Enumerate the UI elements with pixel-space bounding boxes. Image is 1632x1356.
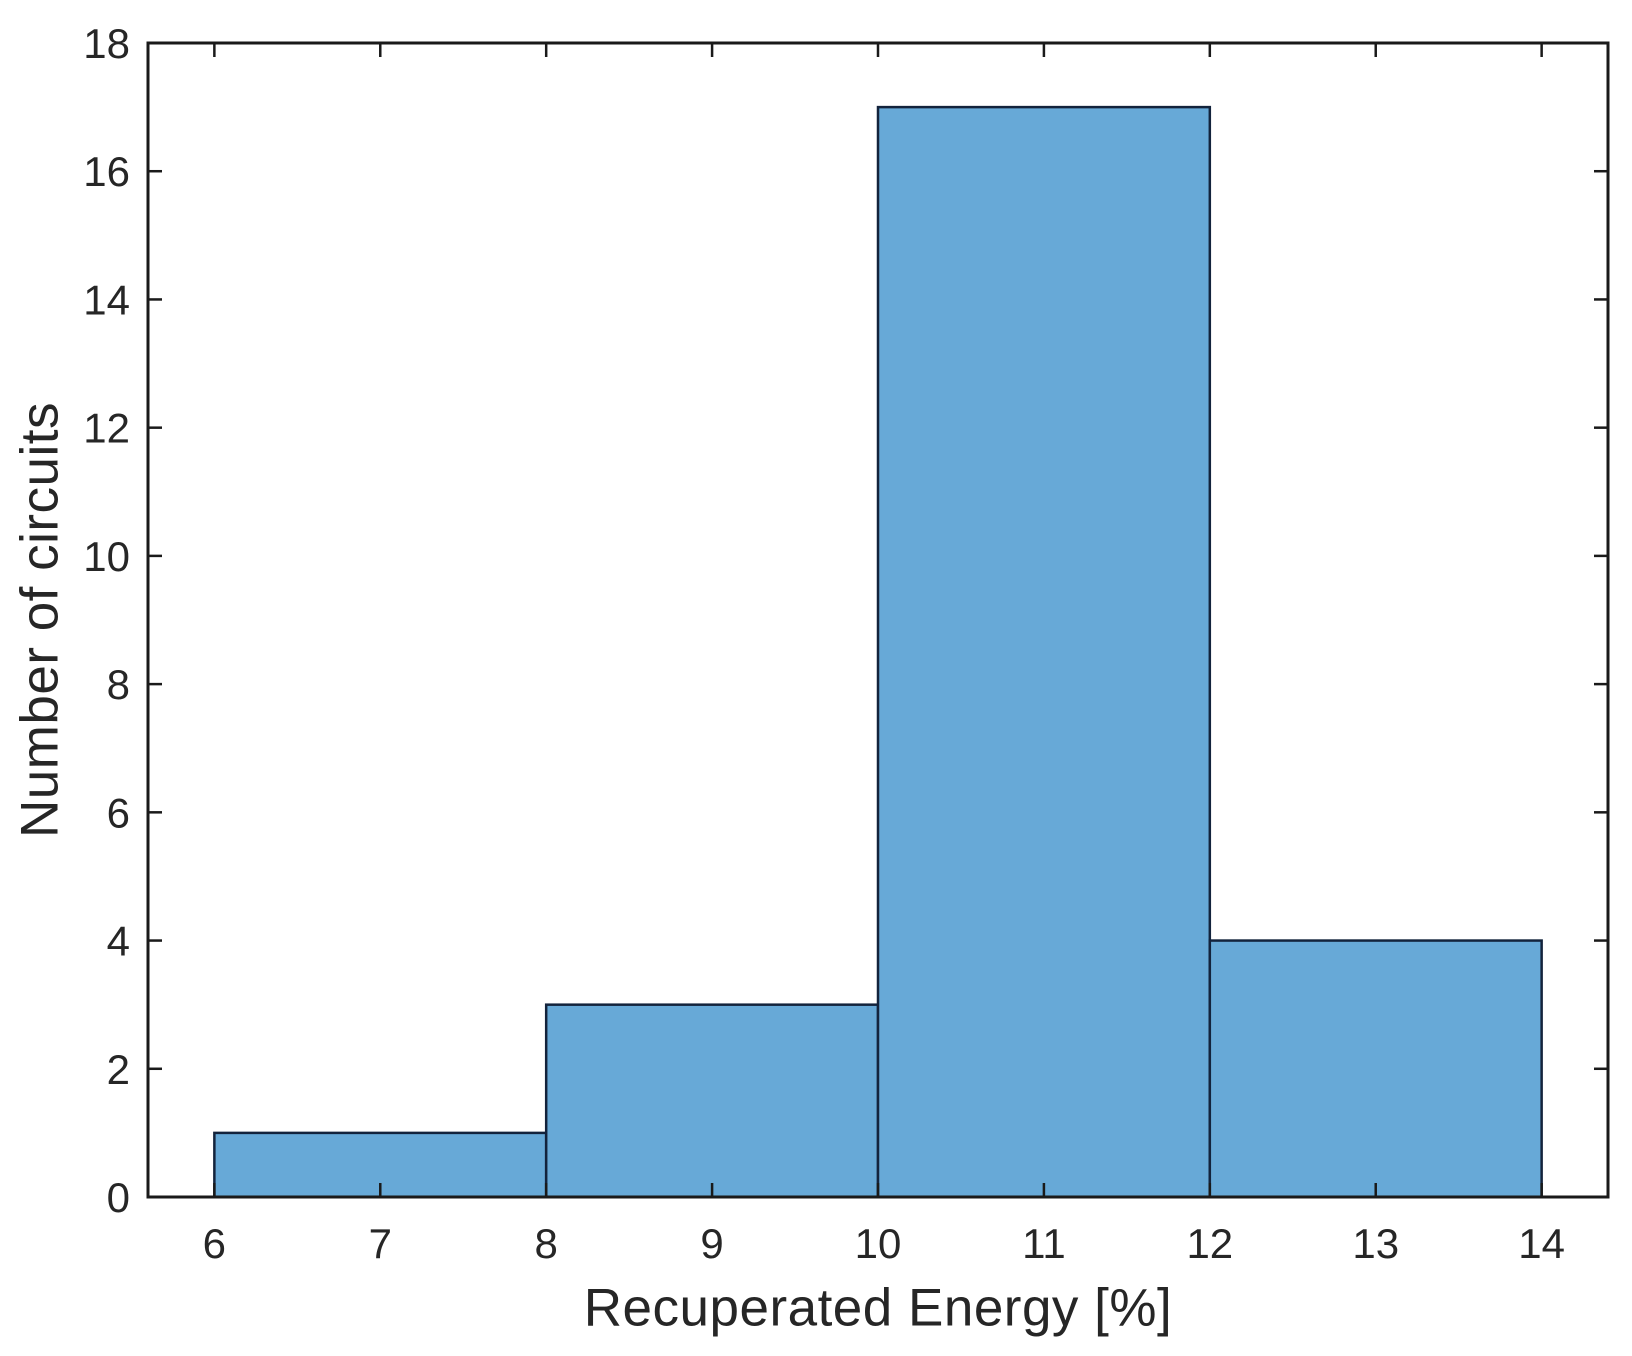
y-tick-label: 8	[107, 661, 130, 708]
y-tick-label: 4	[107, 918, 130, 965]
x-tick-label: 13	[1352, 1220, 1399, 1267]
x-tick-label: 11	[1022, 1220, 1066, 1267]
y-tick-label: 16	[83, 148, 130, 195]
y-tick-label: 18	[83, 20, 130, 67]
histogram-bar	[876, 105, 1212, 1199]
x-tick-label: 6	[203, 1220, 226, 1267]
x-tick-label: 14	[1518, 1220, 1565, 1267]
y-tick-label: 6	[107, 789, 130, 836]
x-tick-label: 7	[369, 1220, 392, 1267]
x-tick-label: 10	[855, 1220, 902, 1267]
x-axis-label: Recuperated Energy [%]	[583, 1278, 1173, 1338]
x-tick-label: 9	[700, 1220, 723, 1267]
y-tick-label: 2	[107, 1046, 130, 1093]
y-tick-label: 12	[83, 405, 130, 452]
histogram-bar	[544, 1003, 880, 1199]
y-tick-label: 0	[107, 1174, 130, 1221]
y-tick-label: 14	[83, 276, 130, 323]
x-tick-label: 8	[535, 1220, 558, 1267]
y-axis-label: Number of circuits	[10, 401, 70, 839]
histogram-bar	[1208, 939, 1543, 1199]
y-tick-label: 10	[83, 533, 130, 580]
x-tick-label: 12	[1186, 1220, 1233, 1267]
axes-box	[146, 41, 1610, 1199]
